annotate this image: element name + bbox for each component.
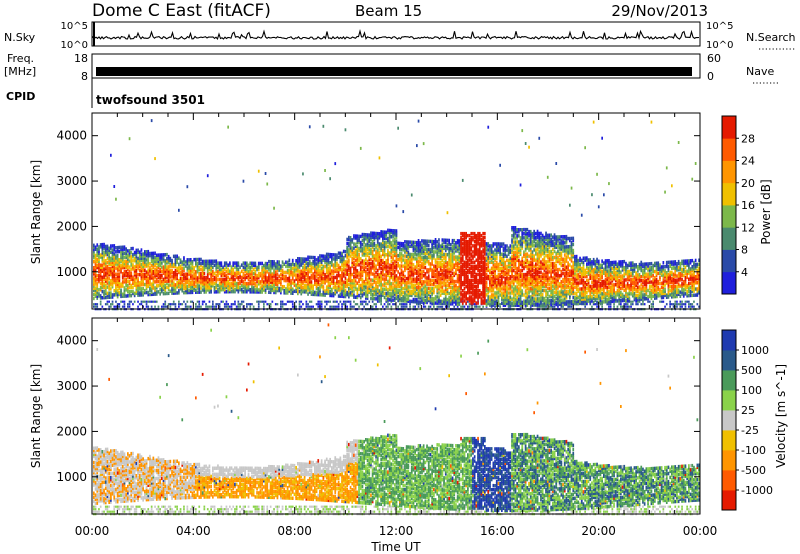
power-cbar-swatch-5 (722, 160, 736, 184)
time-axis-label: Time UT (370, 540, 421, 554)
power-cbar-swatch-4 (722, 182, 736, 206)
power-cbar-swatch-3 (722, 205, 736, 228)
velocity-ytick-label-2: 3000 (56, 379, 87, 393)
time-tick-label-6: 00:00 (683, 524, 718, 538)
power-cbar-swatch-2 (722, 227, 736, 250)
velocity-cbar-tick-label-1: -500 (741, 464, 766, 477)
power-heatmap (93, 119, 700, 311)
power-ytick-label-2: 3000 (56, 174, 87, 188)
nsky-panel (91, 21, 701, 47)
velocity-ytick-label-0: 1000 (56, 470, 87, 484)
power-cbar-tick-label-2: 12 (741, 221, 755, 234)
power-cbar-tick-label-3: 16 (741, 199, 755, 212)
power-cbar-swatch-0 (722, 271, 736, 295)
velocity-cbar-swatch-1 (722, 470, 736, 491)
time-tick-label-2: 08:00 (277, 524, 312, 538)
power-cbar-tick-label-0: 4 (741, 266, 748, 279)
nave-label: Nave (746, 65, 774, 78)
power-cbar-tick-label-1: 8 (741, 244, 748, 257)
velocity-cbar-swatch-4 (722, 410, 736, 431)
nave-tick-bottom: 0 (707, 70, 714, 83)
power-cbar-swatch-7 (722, 116, 736, 139)
nsearch-label: N.Search (746, 31, 796, 44)
station-title: Dome C East (fitACF) (92, 1, 271, 21)
cpid-label: CPID (6, 90, 35, 103)
power-axes: 1000 2000 3000 4000 (56, 113, 701, 309)
freq-tick-bottom: 8 (81, 70, 88, 83)
velocity-cbar-swatch-3 (722, 430, 736, 451)
velocity-ylabel: Slant Range [km] (29, 364, 43, 468)
nsearch-tick-bottom: 10^0 (706, 40, 733, 51)
nsky-label: N.Sky (4, 31, 36, 44)
power-colorbar-label: Power [dB] (759, 179, 773, 244)
power-ylabel: Slant Range [km] (29, 160, 43, 264)
nsky-tick-bottom: 10^0 (61, 40, 88, 51)
velocity-cbar-tick-label-6: 500 (741, 364, 762, 377)
nave-trace (96, 67, 692, 76)
velocity-colorbar: -1000 -500 -100 -25 25 100 500 1000 (721, 329, 773, 511)
velocity-cbar-swatch-5 (722, 390, 736, 411)
freq-tick-top: 18 (74, 52, 88, 65)
velocity-cbar-tick-label-0: -1000 (741, 484, 773, 497)
power-colorbar: 4 8 12 16 20 24 28 (721, 115, 755, 295)
time-tick-label-3: 12:00 (379, 524, 414, 538)
velocity-cbar-tick-label-2: -100 (741, 444, 766, 457)
beam-label: Beam 15 (355, 2, 422, 20)
nave-tick-top: 60 (707, 52, 721, 65)
freq-unit: [MHz] (4, 65, 36, 78)
velocity-cbar-swatch-0 (722, 490, 736, 511)
velocity-cbar-tick-label-4: 25 (741, 404, 755, 417)
power-ytick-label-1: 2000 (56, 219, 87, 233)
time-tick-label-5: 20:00 (581, 524, 616, 538)
velocity-cbar-tick-label-7: 1000 (741, 344, 769, 357)
freq-label: Freq. (7, 52, 34, 65)
power-cbar-swatch-1 (722, 249, 736, 273)
power-cbar-tick-label-4: 20 (741, 177, 755, 190)
velocity-ytick-label-3: 4000 (56, 334, 87, 348)
velocity-axes: 1000 2000 3000 4000 (56, 318, 701, 514)
velocity-heatmap (93, 323, 700, 516)
velocity-cbar-swatch-2 (722, 450, 736, 471)
time-axis: 00:00 04:00 08:00 12:00 16:00 20:00 00:00 (75, 524, 718, 538)
velocity-cbar-tick-label-3: -25 (741, 424, 759, 437)
power-cbar-swatch-6 (722, 138, 736, 161)
time-tick-label-1: 04:00 (176, 524, 211, 538)
date-label: 29/Nov/2013 (611, 2, 708, 20)
power-cbar-tick-label-6: 28 (741, 132, 755, 145)
velocity-ytick-label-1: 2000 (56, 424, 87, 438)
power-ytick-label-3: 4000 (56, 129, 87, 143)
power-ytick-label-0: 1000 (56, 265, 87, 279)
velocity-cbar-frame (721, 329, 737, 511)
time-tick-label-4: 16:00 (480, 524, 515, 538)
time-tick-label-0: 00:00 (75, 524, 110, 538)
velocity-cbar-swatch-7 (722, 350, 736, 371)
velocity-colorbar-label: Velocity [m s^-1] (774, 364, 788, 468)
nsky-tick-top: 10^5 (61, 21, 88, 32)
velocity-cbar-swatch-6 (722, 370, 736, 391)
cpid-value: twofsound 3501 (96, 93, 205, 107)
nsearch-tick-top: 10^5 (706, 21, 733, 32)
nsky-trace (91, 22, 700, 46)
velocity-cbar-tick-label-5: 100 (741, 384, 762, 397)
power-cbar-tick-label-5: 24 (741, 155, 755, 168)
freq-panel (91, 53, 701, 79)
nsky-line (91, 28, 700, 41)
velocity-cbar-swatch-8 (722, 330, 736, 351)
